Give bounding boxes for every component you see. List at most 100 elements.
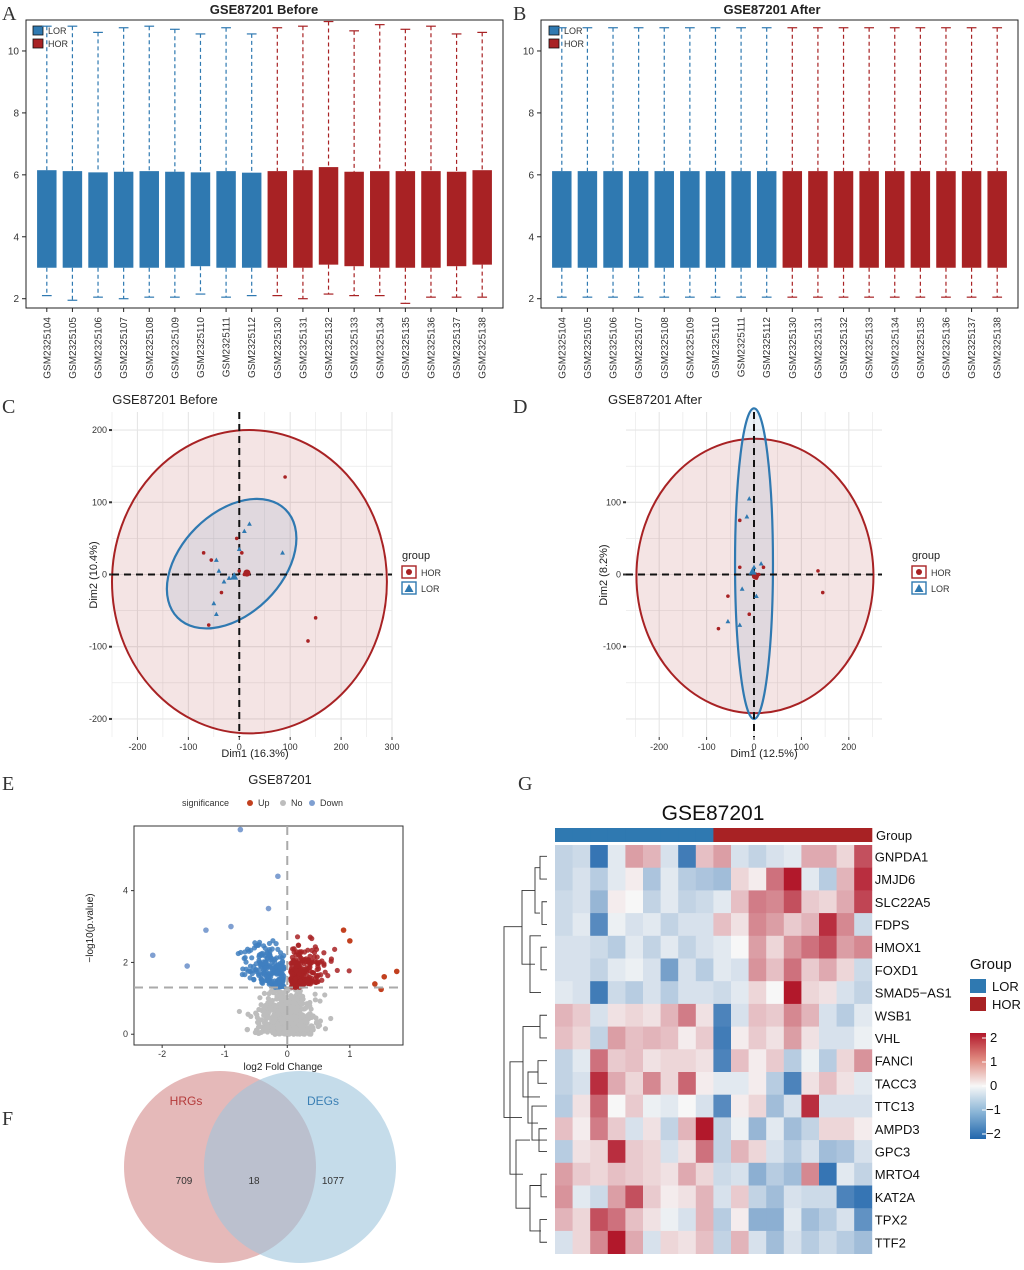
heatmap-cell (590, 845, 609, 869)
legend-hor-swatch (32, 38, 44, 49)
panel-d-legend: group HOR LOR (911, 550, 952, 595)
point-down (251, 976, 257, 982)
heatmap-cell (572, 935, 591, 959)
point-no (272, 1013, 278, 1019)
row-label-tacc3: TACC3 (875, 1076, 917, 1091)
heatmap-cell (678, 867, 697, 891)
row-label-gnpda1: GNPDA1 (875, 849, 928, 864)
heatmap-legend-hor-swatch (970, 997, 986, 1011)
row-label-wsb1: WSB1 (875, 1008, 912, 1023)
heatmap-cell (625, 1230, 644, 1254)
heatmap-cell (625, 1162, 644, 1186)
x-tick-label: GSM2325104 (42, 317, 53, 379)
box-GSM2325136 (936, 171, 956, 268)
heatmap-cell (731, 935, 749, 959)
heatmap-cell (678, 913, 697, 937)
color-scale-ticks: 2 1 0 −1 −2 (982, 1030, 1001, 1141)
legend-title: significance (182, 798, 229, 808)
heatmap-cell (643, 958, 661, 982)
heatmap-cell (625, 935, 644, 959)
point-up (319, 977, 325, 983)
heatmap-cell (643, 867, 661, 891)
points-not-significant (236, 985, 334, 1037)
x-tick-label: GSM2325135 (401, 317, 412, 379)
heatmap-cell (748, 935, 767, 959)
x-tick-label: GSM2325130 (788, 317, 799, 379)
heatmap-cell (678, 1208, 697, 1232)
legend-hor-label: HOR (564, 39, 585, 49)
heatmap-cell (713, 981, 732, 1005)
point-no (262, 1010, 269, 1016)
x-tick-label: GSM2325134 (375, 317, 386, 379)
x-tick-label: -100 (698, 742, 716, 752)
heatmap-cell (678, 845, 697, 869)
heatmap-cell (836, 867, 855, 891)
heatmap-cell (766, 1003, 785, 1027)
point-up (346, 968, 352, 974)
point-down (273, 941, 279, 947)
row-label-ampd3: AMPD3 (875, 1122, 920, 1137)
point-down (247, 968, 253, 975)
point-up (313, 979, 319, 985)
venn-only-hrgs-count: 709 (176, 1176, 193, 1187)
point-down (149, 952, 156, 959)
point-lor (216, 568, 222, 573)
point-lor (247, 521, 252, 526)
point-down (257, 966, 263, 973)
heatmap-cell (783, 913, 802, 937)
panel-c-title: GSE87201 Before (112, 392, 218, 407)
point-lor (744, 514, 750, 519)
heatmap-cell (836, 1230, 855, 1254)
heatmap-cell (748, 1049, 767, 1073)
annotation-cell-lor (695, 828, 714, 842)
heatmap-cell (801, 845, 820, 869)
dendrogram-branch (509, 1061, 523, 1175)
heatmap-cell (713, 1162, 732, 1186)
row-label-ttc13: TTC13 (875, 1099, 915, 1114)
panel-a-boxplot: 2 4 6 8 10 GSM2325104 GSM2325105 GSM2325106 GSM2… (8, 19, 504, 379)
heatmap-cell (607, 1230, 626, 1254)
heatmap-cell (819, 1003, 837, 1027)
heatmap-cell (695, 845, 714, 869)
heatmap-cell (572, 913, 591, 937)
point-up (292, 976, 298, 982)
heatmap-cell (748, 1003, 767, 1027)
y-tick-label: -100 (603, 642, 621, 652)
legend-down-label: Down (320, 798, 343, 808)
x-tick-label: GSM2325106 (609, 317, 620, 379)
heatmap-cell (678, 1162, 697, 1186)
heatmap-cell (607, 867, 626, 891)
heatmap-cell (731, 1162, 749, 1186)
panel-d-ylabel: Dim2 (8.2%) (598, 544, 610, 605)
heatmap-cell (660, 1003, 679, 1027)
heatmap-cell (607, 1117, 626, 1141)
x-tick-label: GSM2325134 (890, 317, 901, 379)
point-up (297, 954, 303, 960)
heatmap-cell (678, 1094, 697, 1118)
heatmap-cell (783, 1230, 802, 1254)
heatmap-cell (766, 913, 785, 937)
heatmap-cell (695, 958, 714, 982)
heatmap-cell (590, 1049, 609, 1073)
point-lor (737, 622, 743, 627)
point-up (309, 947, 315, 953)
heatmap-cell (590, 1208, 609, 1232)
legend-hor-label: HOR (931, 568, 952, 578)
heatmap-cell (695, 1208, 714, 1232)
point-up (296, 942, 302, 948)
heatmap-cell (678, 1117, 697, 1141)
point-no (254, 1019, 261, 1025)
heatmap-cell (572, 1162, 591, 1186)
heatmap-cell (678, 1026, 697, 1050)
scale-tick-1: 1 (990, 1054, 997, 1069)
heatmap-cell (766, 1140, 785, 1164)
heatmap-cell (695, 1026, 714, 1050)
annotation-cell-hor (713, 828, 732, 842)
heatmap-cell (607, 1049, 626, 1073)
legend-lor-label: LOR (421, 584, 440, 594)
heatmap-cell (836, 981, 855, 1005)
point-no (275, 1008, 281, 1014)
heatmap-cell (607, 913, 626, 937)
dendrogram-branch (540, 946, 547, 971)
point-no (303, 1005, 309, 1011)
